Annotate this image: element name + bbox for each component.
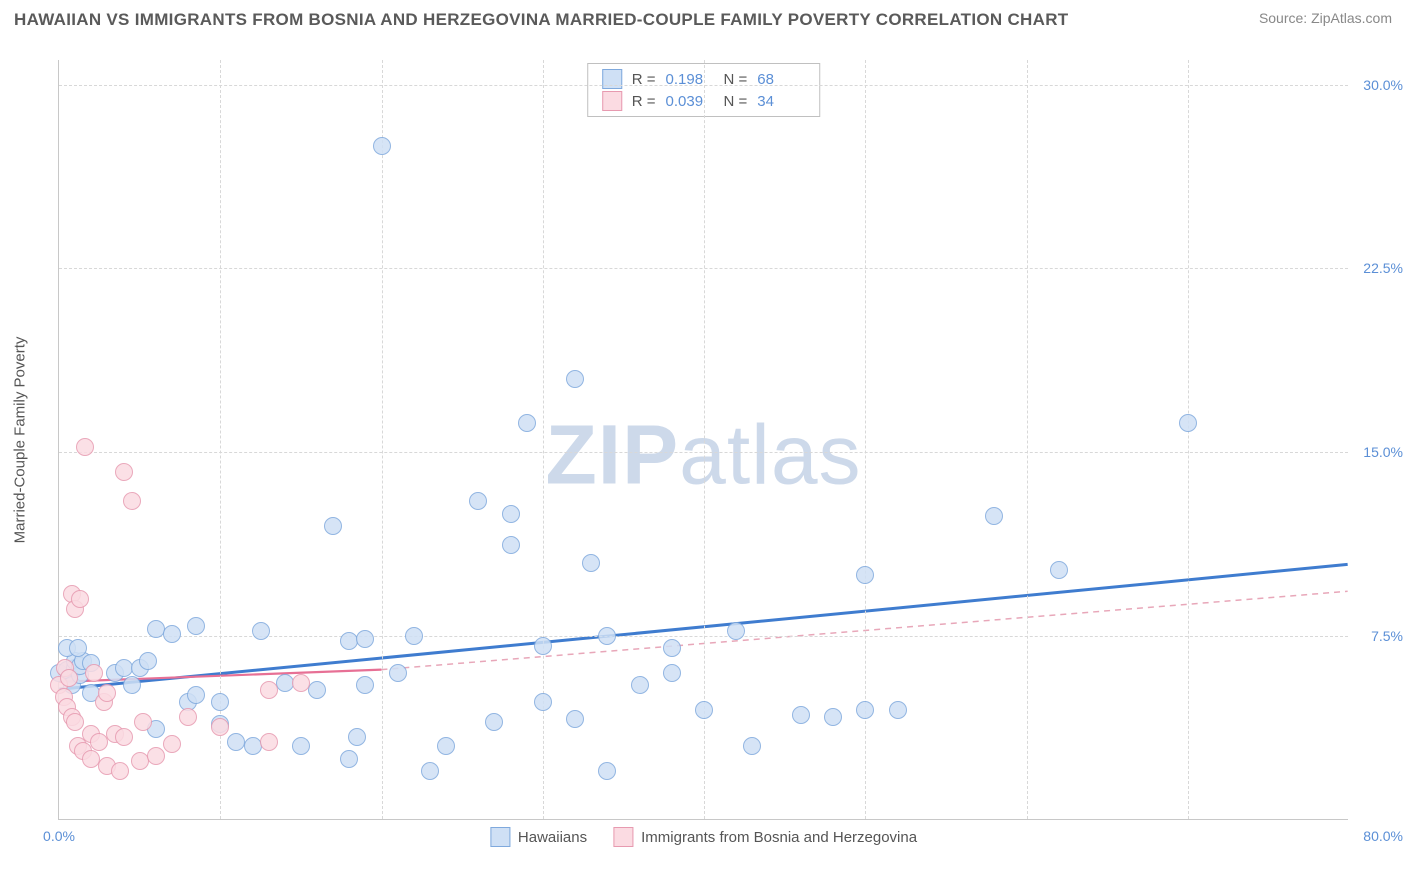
- scatter-point-hawaiians: [631, 676, 649, 694]
- scatter-point-bosnia: [179, 708, 197, 726]
- scatter-point-hawaiians: [824, 708, 842, 726]
- scatter-point-hawaiians: [743, 737, 761, 755]
- scatter-point-hawaiians: [502, 505, 520, 523]
- scatter-point-hawaiians: [534, 693, 552, 711]
- scatter-point-hawaiians: [348, 728, 366, 746]
- scatter-point-hawaiians: [187, 686, 205, 704]
- scatter-point-hawaiians: [502, 536, 520, 554]
- scatter-point-hawaiians: [373, 137, 391, 155]
- r-value: 0.039: [666, 93, 714, 110]
- scatter-point-bosnia: [260, 733, 278, 751]
- legend-label: Immigrants from Bosnia and Herzegovina: [641, 829, 917, 846]
- y-tick: 7.5%: [1353, 628, 1403, 644]
- scatter-point-hawaiians: [598, 627, 616, 645]
- scatter-point-hawaiians: [566, 710, 584, 728]
- scatter-point-hawaiians: [663, 639, 681, 657]
- scatter-point-hawaiians: [123, 676, 141, 694]
- scatter-point-hawaiians: [582, 554, 600, 572]
- scatter-point-hawaiians: [792, 706, 810, 724]
- scatter-point-hawaiians: [856, 701, 874, 719]
- scatter-point-hawaiians: [727, 622, 745, 640]
- source-label: Source: ZipAtlas.com: [1259, 10, 1392, 26]
- scatter-point-hawaiians: [211, 693, 229, 711]
- y-tick: 22.5%: [1353, 260, 1403, 276]
- n-label: N =: [724, 93, 748, 110]
- scatter-point-hawaiians: [356, 676, 374, 694]
- scatter-point-bosnia: [211, 718, 229, 736]
- x-tick-max: 80.0%: [1353, 828, 1403, 844]
- series-legend: Hawaiians Immigrants from Bosnia and Herz…: [490, 827, 917, 847]
- scatter-point-hawaiians: [534, 637, 552, 655]
- legend-item-hawaiians: Hawaiians: [490, 827, 587, 847]
- scatter-point-hawaiians: [69, 639, 87, 657]
- scatter-point-bosnia: [163, 735, 181, 753]
- scatter-point-hawaiians: [1050, 561, 1068, 579]
- scatter-point-hawaiians: [356, 630, 374, 648]
- scatter-point-bosnia: [115, 463, 133, 481]
- chart-title: HAWAIIAN VS IMMIGRANTS FROM BOSNIA AND H…: [14, 10, 1068, 30]
- scatter-point-bosnia: [98, 684, 116, 702]
- scatter-point-hawaiians: [663, 664, 681, 682]
- scatter-point-hawaiians: [163, 625, 181, 643]
- legend-swatch: [490, 827, 510, 847]
- r-label: R =: [632, 93, 656, 110]
- scatter-point-bosnia: [134, 713, 152, 731]
- scatter-point-hawaiians: [405, 627, 423, 645]
- legend-swatch: [602, 69, 622, 89]
- y-tick: 15.0%: [1353, 444, 1403, 460]
- scatter-point-hawaiians: [518, 414, 536, 432]
- scatter-point-hawaiians: [889, 701, 907, 719]
- legend-swatch: [602, 91, 622, 111]
- gridline-v: [1027, 60, 1028, 819]
- n-value: 34: [757, 93, 805, 110]
- x-tick-min: 0.0%: [43, 828, 75, 844]
- scatter-point-bosnia: [71, 590, 89, 608]
- y-axis-label: Married-Couple Family Poverty: [12, 337, 29, 544]
- gridline-v: [1188, 60, 1189, 819]
- scatter-point-hawaiians: [485, 713, 503, 731]
- scatter-point-hawaiians: [566, 370, 584, 388]
- scatter-point-hawaiians: [308, 681, 326, 699]
- scatter-point-hawaiians: [598, 762, 616, 780]
- legend-swatch: [613, 827, 633, 847]
- scatter-point-hawaiians: [187, 617, 205, 635]
- scatter-point-hawaiians: [389, 664, 407, 682]
- scatter-point-bosnia: [147, 747, 165, 765]
- scatter-point-bosnia: [292, 674, 310, 692]
- y-tick: 30.0%: [1353, 77, 1403, 93]
- legend-item-bosnia: Immigrants from Bosnia and Herzegovina: [613, 827, 917, 847]
- scatter-point-hawaiians: [252, 622, 270, 640]
- scatter-point-hawaiians: [292, 737, 310, 755]
- scatter-point-hawaiians: [1179, 414, 1197, 432]
- scatter-point-hawaiians: [324, 517, 342, 535]
- scatter-point-bosnia: [123, 492, 141, 510]
- scatter-point-hawaiians: [421, 762, 439, 780]
- scatter-point-hawaiians: [340, 750, 358, 768]
- scatter-point-bosnia: [111, 762, 129, 780]
- scatter-point-bosnia: [115, 728, 133, 746]
- scatter-point-hawaiians: [856, 566, 874, 584]
- scatter-point-hawaiians: [340, 632, 358, 650]
- scatter-point-bosnia: [85, 664, 103, 682]
- scatter-point-hawaiians: [139, 652, 157, 670]
- scatter-plot-area: ZIPatlas R =0.198N =68R =0.039N =34 Hawa…: [58, 60, 1348, 820]
- scatter-point-bosnia: [66, 713, 84, 731]
- scatter-point-bosnia: [260, 681, 278, 699]
- gridline-v: [382, 60, 383, 819]
- legend-label: Hawaiians: [518, 829, 587, 846]
- scatter-point-hawaiians: [437, 737, 455, 755]
- scatter-point-hawaiians: [985, 507, 1003, 525]
- scatter-point-hawaiians: [695, 701, 713, 719]
- scatter-point-hawaiians: [469, 492, 487, 510]
- scatter-point-bosnia: [60, 669, 78, 687]
- scatter-point-bosnia: [76, 438, 94, 456]
